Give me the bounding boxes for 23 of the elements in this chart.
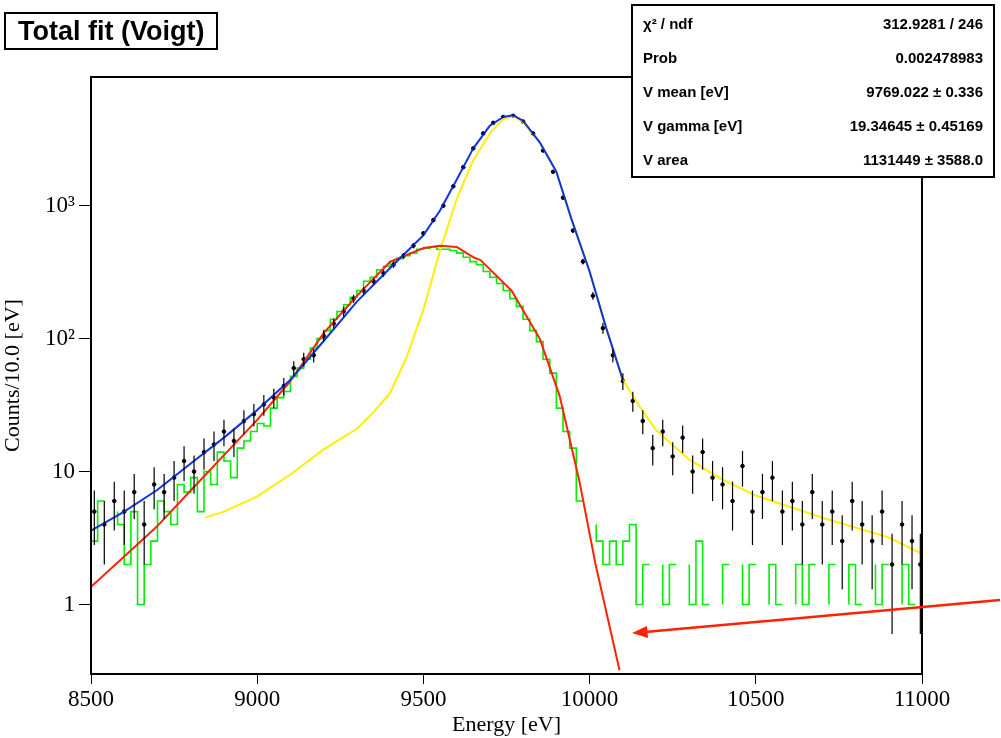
y-tick-label: 10³ [45,191,76,217]
annotation: V area [642,149,690,170]
y-tick-label: 1 [63,590,75,616]
x-tick-label: 10500 [727,685,785,711]
annotation: V gamma [eV] [642,115,744,136]
annotation: 9769.022 ± 0.336 [865,81,984,102]
x-axis-title: Energy [eV] [452,710,561,736]
annotation: 19.34645 ± 0.45169 [848,115,984,136]
x-tick-label: 9000 [234,685,281,711]
chart-title: Total fit (Voigt) [4,12,219,50]
x-tick-label: 11000 [893,685,951,711]
text: 312.9281 / 246 [881,13,984,34]
x-tick-label: 8500 [68,685,114,711]
annotation: 1131449 ± 3588.0 [862,149,984,170]
annotation: V mean [eV] [642,81,730,102]
y-tick-label: 10² [45,324,76,350]
y-tick-label: 10 [52,457,75,483]
text: Prob [642,47,679,68]
y-axis-title: Counts/10.0 [eV] [0,299,24,452]
x-tick-label: 9500 [400,685,447,711]
text: χ² / ndf [642,13,694,34]
x-tick-label: 10000 [560,685,619,711]
text: 0.002478983 [894,47,984,68]
